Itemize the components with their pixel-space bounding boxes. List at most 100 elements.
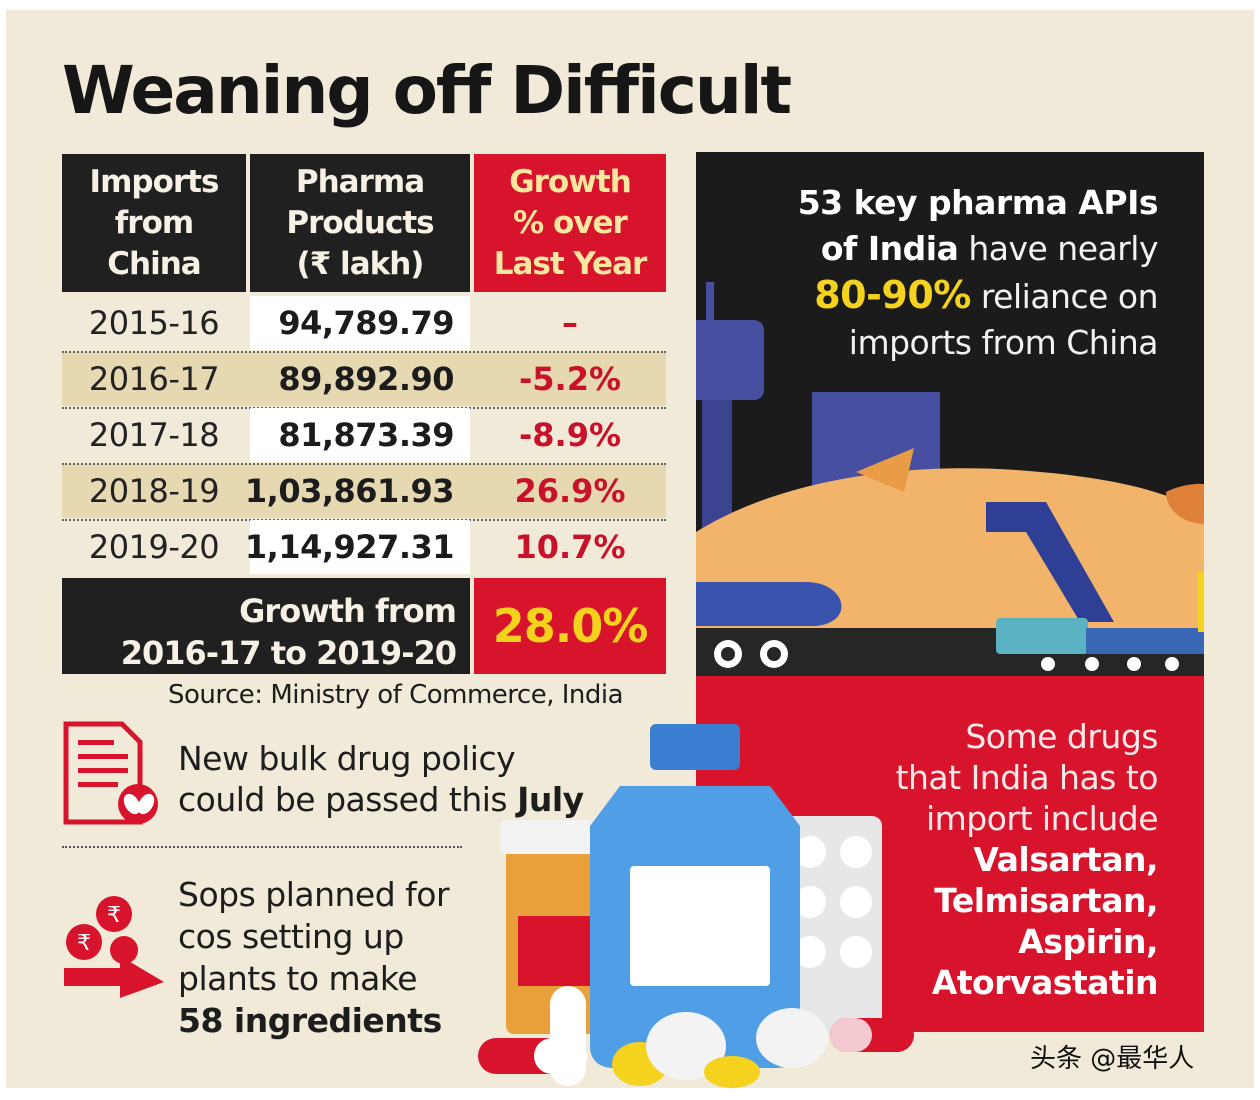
sops-note-line: plants to make [178,959,418,998]
capsule [550,986,586,1086]
pill-shape [123,793,141,815]
source-note: Source: Ministry of Commerce, India [168,680,624,710]
document-line [78,782,118,787]
control-tower-cab [696,320,764,400]
big-bottle-cap [650,724,740,770]
drugs-list-box: Some drugs that India has to import incl… [895,716,1159,1003]
tower-antenna [706,282,714,342]
table-row-growth: – [562,304,578,342]
policy-note-line: could be passed this July [178,779,584,820]
table-row-growth: -8.9% [518,416,622,454]
blister-pill [794,936,826,968]
tablet-white [646,1012,726,1080]
watermark: 头条 @最华人 [1030,1044,1195,1074]
subsidy-coins-icon: ₹ ₹ [64,896,164,998]
total-growth-value: 28.0% [474,578,666,674]
pill-shape [137,793,155,815]
drugs-box-line: import include [925,799,1159,838]
blister-pill [840,886,872,918]
boarding-stairs [986,502,1114,622]
truck-wheel [1127,657,1141,671]
header-pharma-products: Pharma Products (₹ lakh) [250,154,470,292]
sops-note-line: Sops planned for [178,875,450,914]
api-reliance-box: 53 key pharma APIs of India have nearly … [797,180,1159,366]
drug-name: Atorvastatin [931,963,1159,1002]
sops-note-line: 58 ingredients [178,1001,442,1040]
blister-pill [794,886,826,918]
coin [96,896,132,932]
document-line [78,754,128,759]
hand-arrow [64,956,164,998]
total-label-line: 2016-17 to 2019-20 [120,634,457,672]
coin [110,936,138,964]
blister-pill [794,836,826,868]
api-box-text: reliance on [970,277,1159,316]
drugs-box-line: Some drugs [965,717,1158,756]
api-box-line: of India have nearly [798,226,1159,272]
api-box-highlight: 80-90% [814,273,971,317]
airplane-nose [1166,483,1204,524]
svg-text:₹: ₹ [77,931,91,956]
service-truck [996,618,1088,654]
bottle-label [518,916,604,986]
table-row-value: 89,892.90 [278,360,454,398]
header-label: Pharma Products (₹ lakh) [286,163,434,282]
truck-wheel [1041,657,1055,671]
airport-illustration [696,152,1204,676]
document-outline [63,721,143,825]
sops-note-line: cos setting up [178,917,404,956]
page-title: Weaning off Difficult [62,52,792,129]
document-icon [63,721,158,825]
blister-pack [782,816,882,1036]
table-row-year: 2017-18 [88,416,220,454]
policy-note-bold: July [517,780,584,819]
header-growth: Growth % over Last Year [474,154,666,292]
policy-note: New bulk drug policy could be passed thi… [178,738,584,820]
drugs-box-line: that India has to [895,758,1159,797]
total-label-line: Growth from [239,592,457,630]
table-row-value: 1,03,861.93 [244,472,455,510]
row-divider [62,351,666,353]
wheel-hub [767,647,781,661]
api-box-text: have nearly [958,229,1158,268]
blister-pill [840,936,872,968]
api-box-bold: of India [820,229,959,268]
medicine-illustration [478,724,914,1088]
table-row-year: 2015-16 [88,304,220,342]
table-row-year: 2018-19 [88,472,220,510]
row-band [62,352,666,406]
coin [66,924,102,960]
section-divider [62,846,462,848]
api-box-line: imports from China [848,323,1159,362]
table-row-value: 94,789.79 [250,296,470,350]
api-box-line: 53 key pharma APIs [797,183,1159,222]
blister-pill [840,836,872,868]
table-row-growth: -5.2% [518,360,622,398]
table-row-value: 1,14,927.31 [245,520,470,574]
table-row-growth: 26.9% [514,472,626,510]
header-label: Imports from China [89,163,220,282]
header-imports-from-china: Imports from China [62,154,246,292]
header-label: Growth % over Last Year [493,163,648,282]
capsule-half [830,1018,872,1052]
drug-name: Telmisartan, [934,881,1158,920]
policy-note-text: could be passed this [178,780,518,819]
table-row-year: 2016-17 [88,360,220,398]
truck-wheel [1085,657,1099,671]
cargo-container [1198,572,1204,632]
truck-wheel [1165,657,1179,671]
wheel-hub [721,647,735,661]
table-row-year: 2019-20 [88,528,220,566]
airplane-tail [856,448,914,492]
airplane-engine [696,582,842,626]
row-divider [62,463,666,465]
table-row-growth: 10.7% [514,528,626,566]
table-row-value: 81,873.39 [250,408,470,462]
row-band [62,464,666,518]
drug-name: Aspirin, [1018,922,1158,961]
tablet-white [756,1008,828,1068]
document-line [78,768,128,773]
document-line [78,740,114,745]
api-box-line: 80-90% reliance on [798,272,1158,320]
